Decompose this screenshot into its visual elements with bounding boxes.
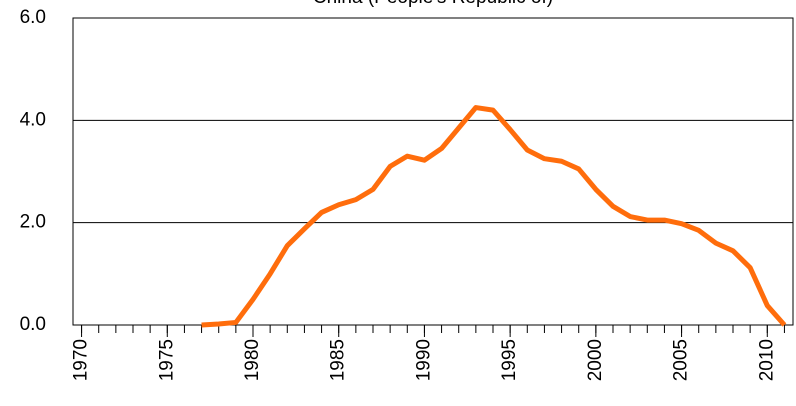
- x-tick-label: 1975: [156, 339, 177, 381]
- y-tick-label: 6.0: [20, 7, 46, 28]
- x-tick-label: 2000: [585, 339, 606, 381]
- data-line: [201, 105, 787, 328]
- x-tick-label: 2005: [671, 339, 692, 381]
- x-tick-label: 2010: [756, 339, 777, 381]
- plot-frame: [72, 17, 794, 326]
- x-tick-label: 1995: [499, 339, 520, 381]
- x-tick-label: 1990: [413, 339, 434, 381]
- chart-title: China (People's Republic of): [313, 0, 553, 8]
- y-tick-label: 2.0: [20, 212, 46, 233]
- y-tick-label: 0.0: [20, 314, 46, 335]
- x-tick-label: 1980: [242, 339, 263, 381]
- x-tick-label: 1970: [71, 339, 92, 381]
- x-tick-label: 1985: [328, 339, 349, 381]
- y-tick-label: 4.0: [20, 109, 46, 130]
